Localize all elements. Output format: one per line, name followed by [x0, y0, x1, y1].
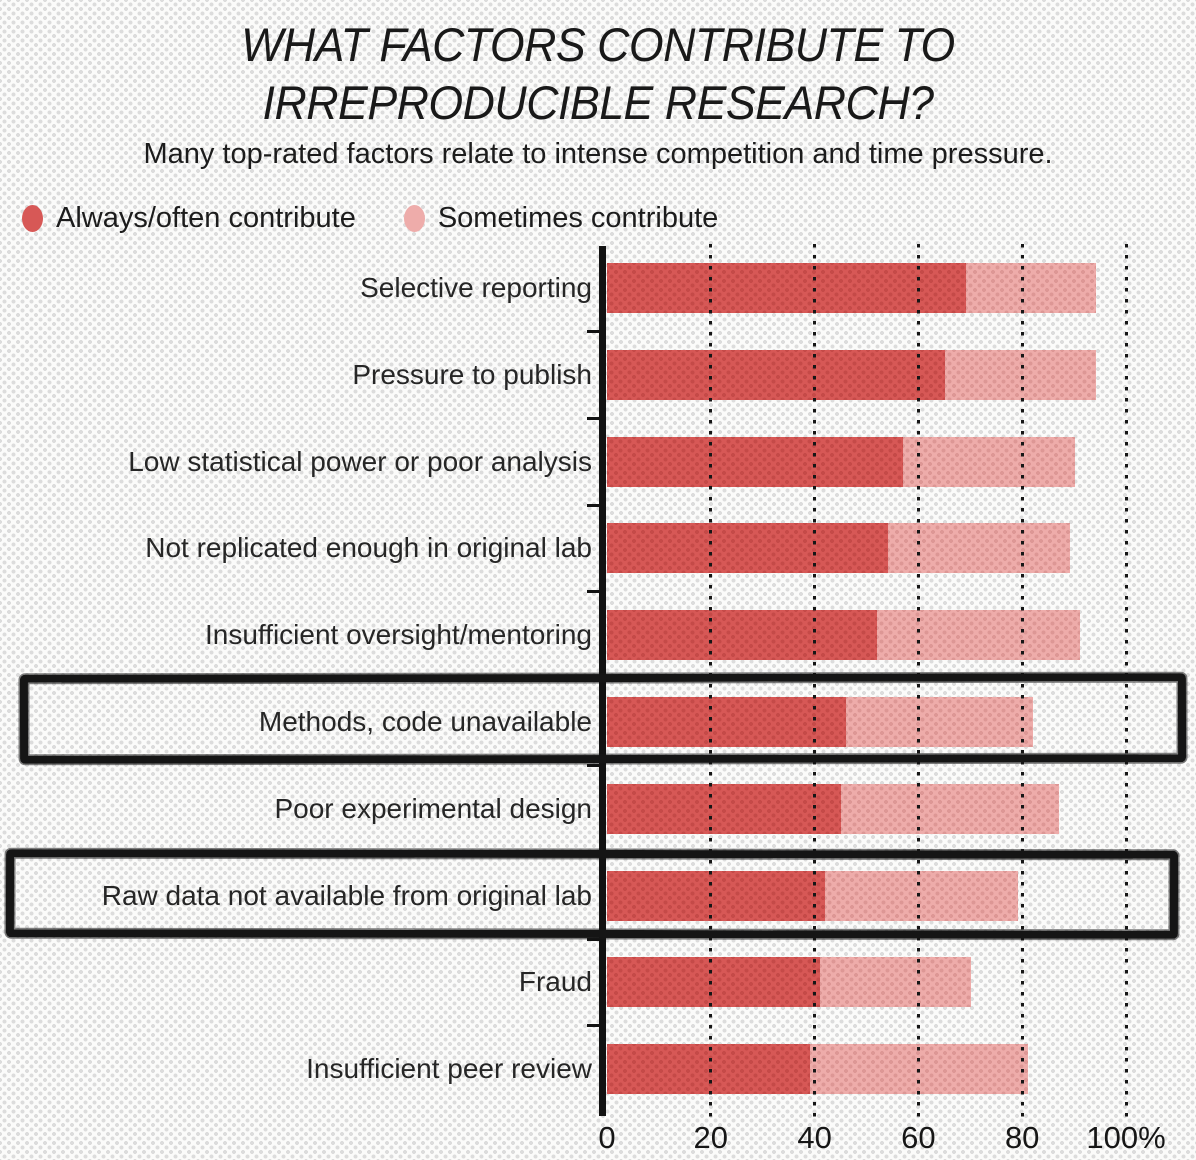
category-tick [587, 937, 600, 941]
category-tick [587, 677, 600, 681]
highlight-box-raw-data [5, 849, 1179, 939]
chart-row: Low statistical power or poor analysis [0, 436, 1196, 487]
legend-label-sometimes: Sometimes contribute [437, 201, 719, 234]
bar-segment-always [607, 610, 878, 661]
category-label: Fraud [518, 966, 592, 998]
category-label: Low statistical power or poor analysis [128, 445, 592, 477]
category-tick [587, 416, 600, 420]
gridline [709, 244, 713, 1124]
legend-label-always: Always/often contribute [56, 201, 356, 234]
category-label: Insufficient peer review [306, 1053, 592, 1085]
bar-segment-sometimes [846, 697, 1034, 747]
category-label: Poor experimental design [274, 792, 592, 824]
category-tick [587, 1024, 600, 1028]
chart-title-line1: WHAT FACTORS CONTRIBUTE TO [241, 18, 955, 71]
category-tick [587, 503, 600, 507]
bar-segment-always [607, 263, 966, 313]
legend-item-always: Always/often contribute [22, 202, 356, 235]
x-axis-label: 20 [693, 1120, 729, 1155]
category-tick [587, 850, 600, 854]
bar-segment-sometimes [841, 783, 1060, 834]
chart-row: Fraud [0, 957, 1196, 1008]
bar-segment-sometimes [965, 263, 1096, 313]
gridline [813, 244, 817, 1124]
chart-row: Methods, code unavailable [0, 697, 1196, 747]
bar-segment-sometimes [825, 870, 1018, 921]
category-tick [587, 763, 600, 767]
bar-segment-sometimes [903, 436, 1075, 487]
chart-row: Insufficient peer review [0, 1044, 1196, 1095]
category-tick [587, 590, 600, 594]
x-axis-label: 60 [901, 1120, 936, 1155]
category-label: Insufficient oversight/mentoring [204, 619, 592, 651]
chart-title-line2: IRREPRODUCIBLE RESEARCH? [262, 76, 934, 129]
legend: Always/often contribute Sometimes contri… [22, 200, 718, 236]
highlight-box-methods [19, 673, 1187, 764]
chart-subtitle: Many top-rated factors relate to intense… [143, 138, 1053, 170]
bar-segment-always [607, 1044, 810, 1095]
category-label: Pressure to publish [352, 358, 592, 390]
chart-row: Raw data not available from original lab [0, 870, 1196, 921]
bar-segment-always [607, 870, 826, 921]
bar-chart-plot: Selective reporting Pressure to publish Lo… [0, 244, 1196, 1160]
chart-row: Insufficient oversight/mentoring [0, 610, 1196, 661]
bar-segment-always [607, 957, 821, 1008]
chart-row: Not replicated enough in original lab [0, 523, 1196, 574]
legend-dot-always-icon [22, 204, 43, 232]
chart-row: Poor experimental design [0, 783, 1196, 834]
gridline [1124, 244, 1128, 1124]
category-label: Selective reporting [360, 272, 592, 303]
bar-segment-sometimes [887, 523, 1070, 574]
legend-item-sometimes: Sometimes contribute [403, 201, 719, 235]
gridline [1020, 244, 1024, 1124]
chart-title: WHAT FACTORS CONTRIBUTE TO IRREPRODUCIBL… [30, 16, 1166, 132]
x-axis-label: 80 [1004, 1120, 1040, 1155]
category-label: Methods, code unavailable [258, 706, 592, 737]
bar-segment-sometimes [820, 957, 971, 1008]
category-label: Raw data not available from original lab [101, 879, 592, 911]
legend-dot-sometimes-icon [403, 204, 425, 232]
chart-row: Selective reporting [0, 263, 1196, 313]
bar-segment-always [607, 349, 945, 400]
x-axis-label: 40 [797, 1120, 832, 1155]
bar-segment-sometimes [877, 610, 1081, 661]
category-label: Not replicated enough in original lab [145, 532, 592, 564]
x-axis-label: 0 [598, 1120, 616, 1155]
bar-segment-always [607, 697, 847, 747]
bar-segment-always [607, 783, 841, 834]
bar-segment-always [607, 523, 888, 574]
bar-segment-always [607, 436, 904, 487]
category-tick [587, 329, 600, 333]
chart-row: Pressure to publish [0, 349, 1196, 400]
gridline [916, 244, 920, 1124]
y-axis-line [599, 246, 606, 1116]
bar-segment-sometimes [945, 349, 1096, 400]
x-axis-label: 100% [1086, 1120, 1166, 1155]
